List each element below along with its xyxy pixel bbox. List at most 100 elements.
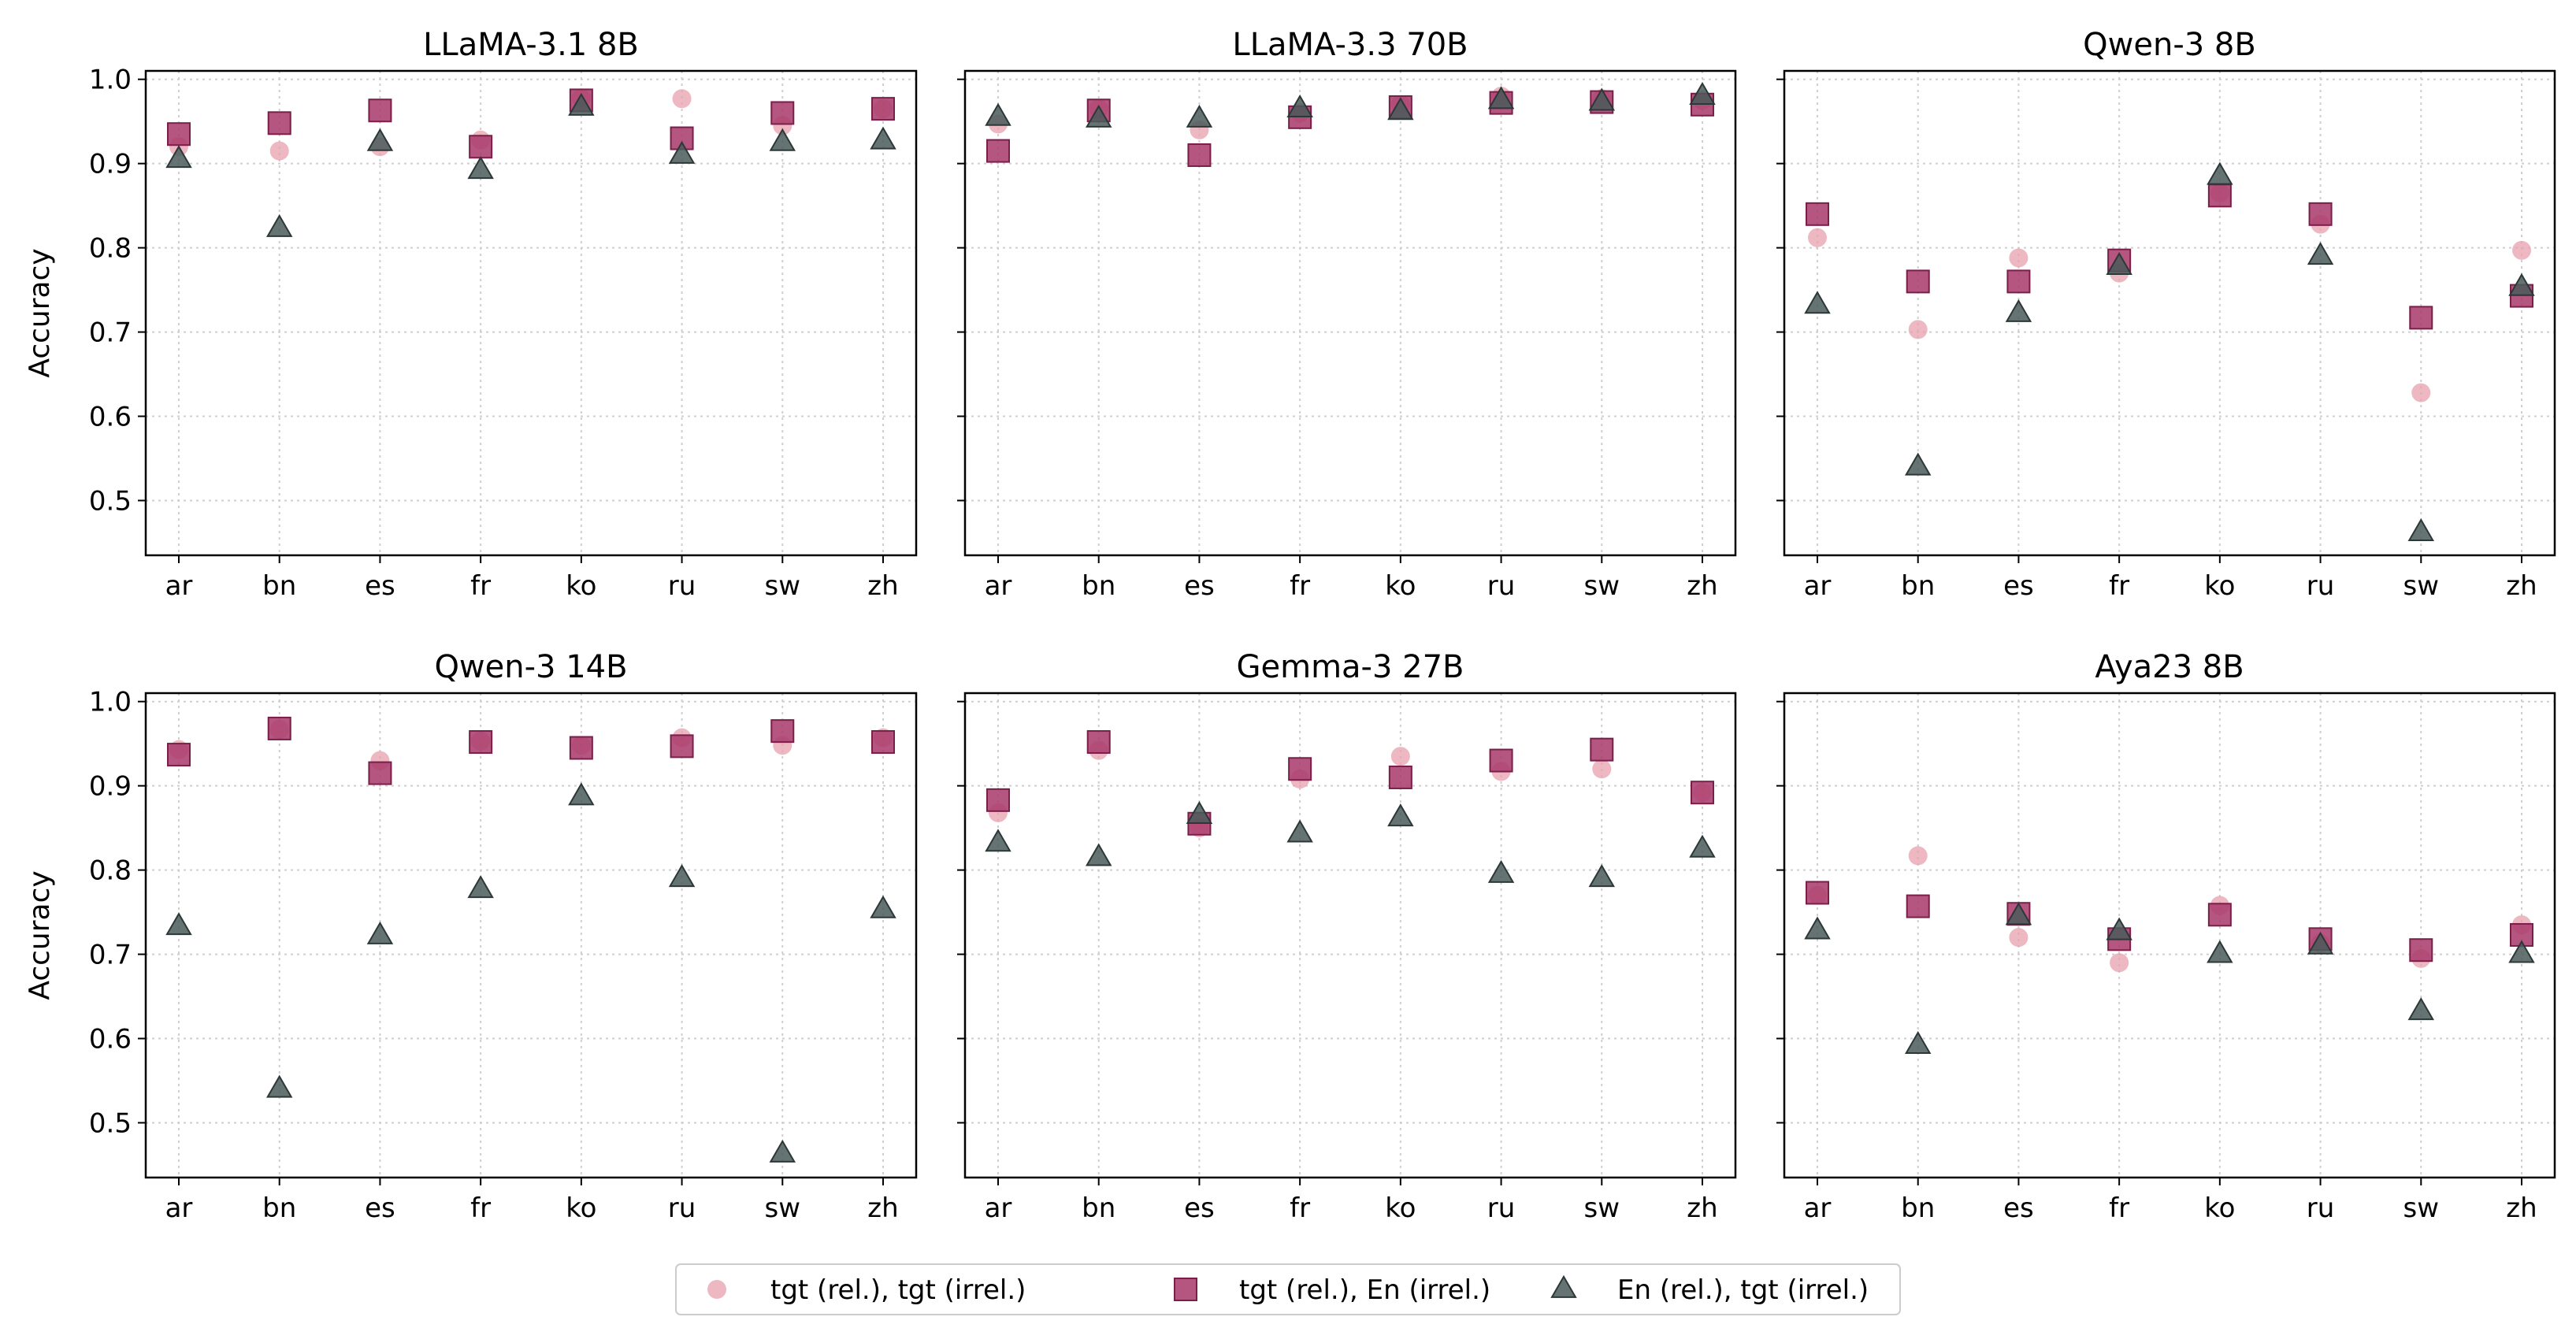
plot-frame xyxy=(963,692,1737,1179)
data-point-et xyxy=(467,156,494,180)
data-point-et xyxy=(1085,104,1112,128)
data-point-et xyxy=(165,912,192,936)
data-point-te xyxy=(167,122,191,147)
panel-title: Qwen-3 8B xyxy=(2083,27,2256,63)
x-tick-label: es xyxy=(2003,1192,2034,1224)
x-tick-label: ar xyxy=(165,1192,193,1224)
data-point-et xyxy=(1689,81,1716,105)
x-tick-label: ko xyxy=(2204,1192,2235,1224)
data-point-te xyxy=(2409,938,2433,963)
data-point-te xyxy=(1590,737,1614,762)
x-tick-label: ko xyxy=(566,570,596,602)
data-point-tt xyxy=(2110,953,2129,973)
panel-6: ar bn es fr ko ru sw zh Aya23 8B xyxy=(1776,649,2556,1224)
data-point-te xyxy=(871,730,895,755)
x-tick-label: zh xyxy=(1687,1192,1717,1224)
panel-title: LLaMA-3.3 70B xyxy=(1232,27,1468,63)
data-point-et xyxy=(2407,997,2435,1021)
data-point-te xyxy=(469,730,493,755)
data-point-tt xyxy=(1908,846,1928,866)
data-point-et xyxy=(1487,859,1515,883)
x-tick-label: es xyxy=(2003,570,2034,602)
data-point-et xyxy=(1085,843,1112,866)
data-point-et xyxy=(2307,931,2334,955)
data-point-tt xyxy=(269,141,289,161)
data-point-tt xyxy=(2411,383,2431,402)
data-point-et xyxy=(366,128,394,151)
data-point-et xyxy=(2207,161,2233,185)
x-tick-label: ar xyxy=(985,1192,1012,1224)
x-tick-label: zh xyxy=(867,570,898,602)
data-point-te xyxy=(670,734,694,759)
legend-marker-te xyxy=(1174,1278,1197,1301)
x-tick-label: zh xyxy=(2506,1192,2537,1224)
data-point-et xyxy=(2508,940,2535,963)
x-tick-label: ko xyxy=(2204,570,2235,602)
data-point-et xyxy=(1286,95,1313,118)
data-point-et xyxy=(1387,97,1414,121)
x-tick-label: sw xyxy=(765,1192,801,1224)
x-tick-label: ar xyxy=(1804,570,1832,602)
data-point-te xyxy=(1388,765,1412,789)
y-tick-label: 0.5 xyxy=(89,485,132,517)
x-tick-label: sw xyxy=(2403,1192,2440,1224)
x-tick-label: bn xyxy=(1082,1192,1115,1224)
y-axis-label: Accuracy xyxy=(24,870,56,1000)
data-point-te xyxy=(770,101,795,125)
x-tick-label: sw xyxy=(2403,570,2440,602)
y-tick-label: 0.9 xyxy=(89,149,132,180)
x-tick-label: fr xyxy=(470,570,491,602)
y-tick-label: 0.7 xyxy=(89,940,132,971)
x-tick-label: es xyxy=(1184,570,1215,602)
data-point-et xyxy=(2106,252,2132,276)
x-tick-label: sw xyxy=(765,570,801,602)
data-point-te xyxy=(1806,881,1829,905)
data-point-et xyxy=(985,102,1011,126)
y-tick-label: 0.7 xyxy=(89,317,132,349)
x-tick-label: bn xyxy=(262,570,296,602)
data-point-et xyxy=(366,921,394,944)
data-point-te xyxy=(1906,269,1930,294)
data-point-te xyxy=(2409,306,2433,330)
plot-frame xyxy=(1783,692,2556,1179)
data-point-te xyxy=(986,788,1010,812)
panel-2: ar bn es fr ko ru sw zh LLaMA-3.3 70B xyxy=(957,27,1737,602)
x-tick-label: ar xyxy=(985,570,1012,602)
x-tick-label: zh xyxy=(867,1192,898,1224)
x-tick-label: fr xyxy=(1290,1192,1310,1224)
x-tick-label: ru xyxy=(2307,1192,2335,1224)
y-tick-label: 0.9 xyxy=(89,771,132,803)
data-point-te xyxy=(2207,903,2232,927)
y-tick-label: 0.8 xyxy=(89,855,132,887)
panel-4: 0.5 0.6 0.7 0.8 0.9 1.0 ar bn es fr ko ru sw zh Qwen-3… xyxy=(24,649,918,1224)
data-point-et xyxy=(1186,800,1213,824)
data-point-tt xyxy=(1808,228,1827,247)
y-tick-label: 0.8 xyxy=(89,233,132,265)
data-point-te xyxy=(267,111,291,135)
data-point-et xyxy=(870,895,896,918)
data-point-tt xyxy=(1390,747,1410,766)
x-tick-label: ar xyxy=(165,570,193,602)
data-point-te xyxy=(2308,202,2333,226)
legend-marker-et xyxy=(1550,1274,1577,1298)
y-tick-label: 0.6 xyxy=(89,402,132,433)
x-tick-label: fr xyxy=(1290,570,1310,602)
y-tick-label: 1.0 xyxy=(89,65,132,96)
plot-frame xyxy=(144,692,918,1179)
data-point-tt xyxy=(2512,240,2531,260)
data-point-et xyxy=(2005,299,2032,322)
data-point-te xyxy=(986,139,1010,163)
data-point-et xyxy=(265,1074,293,1098)
x-tick-label: bn xyxy=(1082,570,1115,602)
data-point-et xyxy=(165,145,192,169)
x-tick-label: ru xyxy=(2307,570,2335,602)
data-point-tt xyxy=(1592,759,1612,779)
data-point-te xyxy=(1906,894,1930,918)
x-tick-label: sw xyxy=(1584,1192,1620,1224)
legend-label-te: tgt (rel.), En (irrel.) xyxy=(1239,1274,1490,1306)
x-tick-label: bn xyxy=(1901,1192,1935,1224)
x-tick-label: ko xyxy=(1385,1192,1416,1224)
x-tick-label: bn xyxy=(262,1192,296,1224)
data-point-te xyxy=(469,135,493,159)
